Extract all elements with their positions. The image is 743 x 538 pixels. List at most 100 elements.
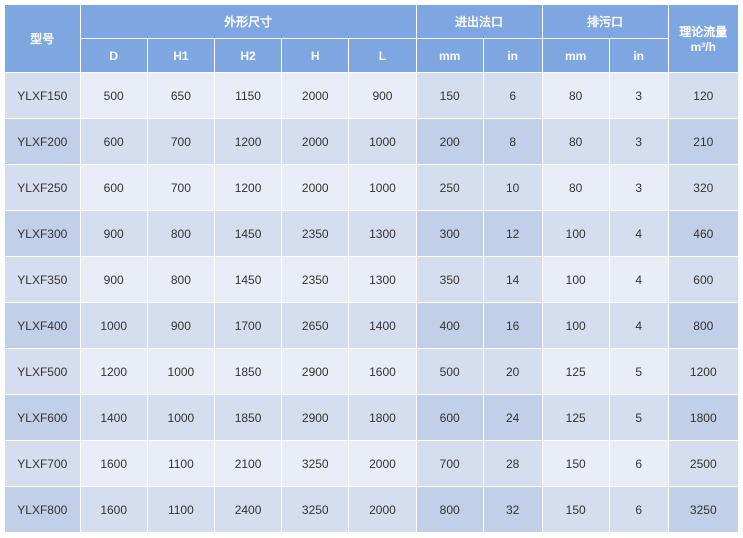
- cell-H: 2350: [282, 211, 349, 257]
- cell-io-in: 8: [483, 119, 542, 165]
- header-dims: 外形尺寸: [80, 5, 416, 39]
- header-D: D: [80, 39, 147, 73]
- cell-H1: 800: [147, 257, 214, 303]
- cell-H: 2350: [282, 257, 349, 303]
- cell-drain-in: 3: [609, 119, 668, 165]
- header-L: L: [349, 39, 416, 73]
- header-drain-in: in: [609, 39, 668, 73]
- cell-L: 1400: [349, 303, 416, 349]
- header-drain: 排污口: [542, 5, 668, 39]
- cell-drain-in: 5: [609, 395, 668, 441]
- cell-io-mm: 800: [416, 487, 483, 533]
- cell-H1: 1100: [147, 487, 214, 533]
- cell-flow: 460: [668, 211, 738, 257]
- cell-drain-in: 3: [609, 73, 668, 119]
- cell-drain-mm: 100: [542, 257, 609, 303]
- cell-H: 2650: [282, 303, 349, 349]
- spec-table: 型号 外形尺寸 进出法口 排污口 理论流量 m³/h D H1 H2 H L m…: [4, 4, 739, 533]
- cell-model: YLXF500: [5, 349, 81, 395]
- cell-drain-mm: 80: [542, 165, 609, 211]
- table-row: YLXF4001000900170026501400400161004800: [5, 303, 739, 349]
- table-row: YLXF800160011002400325020008003215063250: [5, 487, 739, 533]
- cell-H2: 2100: [214, 441, 281, 487]
- cell-drain-in: 4: [609, 257, 668, 303]
- cell-drain-in: 6: [609, 487, 668, 533]
- cell-flow: 120: [668, 73, 738, 119]
- cell-io-in: 14: [483, 257, 542, 303]
- cell-H1: 700: [147, 165, 214, 211]
- cell-H: 3250: [282, 487, 349, 533]
- cell-flow: 1200: [668, 349, 738, 395]
- cell-D: 900: [80, 211, 147, 257]
- cell-D: 900: [80, 257, 147, 303]
- cell-L: 900: [349, 73, 416, 119]
- cell-H: 2900: [282, 349, 349, 395]
- cell-L: 1600: [349, 349, 416, 395]
- cell-H: 2000: [282, 119, 349, 165]
- cell-H1: 1000: [147, 395, 214, 441]
- cell-flow: 210: [668, 119, 738, 165]
- cell-H2: 1200: [214, 165, 281, 211]
- cell-H1: 1100: [147, 441, 214, 487]
- cell-L: 1800: [349, 395, 416, 441]
- cell-io-mm: 400: [416, 303, 483, 349]
- cell-drain-mm: 80: [542, 119, 609, 165]
- cell-drain-mm: 150: [542, 441, 609, 487]
- cell-H1: 700: [147, 119, 214, 165]
- cell-D: 600: [80, 165, 147, 211]
- header-flow: 理论流量 m³/h: [668, 5, 738, 73]
- cell-drain-mm: 150: [542, 487, 609, 533]
- header-model: 型号: [5, 5, 81, 73]
- cell-io-in: 24: [483, 395, 542, 441]
- cell-model: YLXF400: [5, 303, 81, 349]
- cell-io-mm: 700: [416, 441, 483, 487]
- cell-drain-in: 5: [609, 349, 668, 395]
- cell-flow: 600: [668, 257, 738, 303]
- cell-H2: 1150: [214, 73, 281, 119]
- cell-model: YLXF800: [5, 487, 81, 533]
- cell-H2: 1450: [214, 211, 281, 257]
- cell-model: YLXF600: [5, 395, 81, 441]
- cell-model: YLXF300: [5, 211, 81, 257]
- cell-io-mm: 600: [416, 395, 483, 441]
- cell-io-mm: 250: [416, 165, 483, 211]
- header-H: H: [282, 39, 349, 73]
- cell-H2: 1450: [214, 257, 281, 303]
- cell-drain-mm: 125: [542, 349, 609, 395]
- cell-D: 1600: [80, 487, 147, 533]
- table-row: YLXF300900800145023501300300121004460: [5, 211, 739, 257]
- cell-H2: 2400: [214, 487, 281, 533]
- cell-H: 3250: [282, 441, 349, 487]
- cell-D: 1400: [80, 395, 147, 441]
- cell-H: 2900: [282, 395, 349, 441]
- cell-model: YLXF200: [5, 119, 81, 165]
- table-row: YLXF350900800145023501300350141004600: [5, 257, 739, 303]
- cell-drain-in: 3: [609, 165, 668, 211]
- cell-L: 2000: [349, 441, 416, 487]
- cell-H1: 800: [147, 211, 214, 257]
- table-row: YLXF700160011002100325020007002815062500: [5, 441, 739, 487]
- cell-io-mm: 500: [416, 349, 483, 395]
- cell-H1: 1000: [147, 349, 214, 395]
- table-body: YLXF150500650115020009001506803120YLXF20…: [5, 73, 739, 533]
- cell-L: 1300: [349, 211, 416, 257]
- cell-io-in: 20: [483, 349, 542, 395]
- cell-flow: 2500: [668, 441, 738, 487]
- header-io-in: in: [483, 39, 542, 73]
- cell-flow: 320: [668, 165, 738, 211]
- header-io: 进出法口: [416, 5, 542, 39]
- header-io-mm: mm: [416, 39, 483, 73]
- table-row: YLXF150500650115020009001506803120: [5, 73, 739, 119]
- cell-H1: 900: [147, 303, 214, 349]
- cell-io-in: 6: [483, 73, 542, 119]
- cell-D: 1000: [80, 303, 147, 349]
- cell-drain-mm: 125: [542, 395, 609, 441]
- cell-L: 1000: [349, 165, 416, 211]
- cell-model: YLXF700: [5, 441, 81, 487]
- table-row: YLXF500120010001850290016005002012551200: [5, 349, 739, 395]
- header-drain-mm: mm: [542, 39, 609, 73]
- cell-drain-mm: 80: [542, 73, 609, 119]
- cell-D: 500: [80, 73, 147, 119]
- header-H1: H1: [147, 39, 214, 73]
- cell-D: 1600: [80, 441, 147, 487]
